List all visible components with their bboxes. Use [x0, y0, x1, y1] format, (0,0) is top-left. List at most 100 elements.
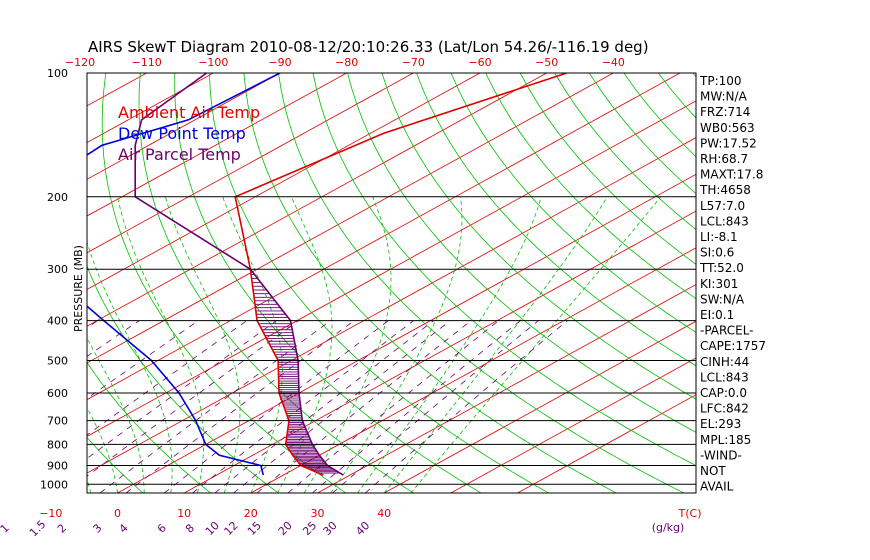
mixing-ratio-tick-label: 8	[183, 521, 197, 535]
mixing-ratio-tick-label: 4	[117, 521, 131, 535]
pressure-tick-label: 400	[47, 315, 68, 328]
bottom-temp-tick-label: −10	[39, 507, 62, 520]
index-label: EL:293	[700, 417, 741, 431]
top-temp-tick-label: −80	[335, 56, 358, 69]
dry-adiabat-line	[519, 73, 696, 265]
top-temp-tick-label: −120	[65, 56, 95, 69]
mixing-ratio-tick-label: 15	[245, 519, 264, 538]
mixing-ratio-line	[365, 320, 568, 493]
dry-adiabat-line	[312, 73, 696, 467]
index-label: AVAIL	[700, 480, 734, 494]
pressure-tick-label: 100	[47, 67, 68, 80]
mixing-ratio-tick-label: 3	[90, 521, 104, 535]
index-label: SW:N/A	[700, 292, 745, 306]
isotherm-line	[117, 173, 696, 493]
cape-hatching	[250, 269, 340, 474]
isotherm-line	[0, 73, 80, 493]
top-temp-tick-label: −40	[602, 56, 625, 69]
mixing-ratio-tick-label: 12	[222, 519, 241, 538]
index-label: MAXT:17.8	[700, 168, 763, 182]
pressure-tick-label: 500	[47, 355, 68, 368]
isotherm-line	[0, 73, 13, 493]
isobars	[87, 196, 696, 485]
moist-adiabat-line	[383, 196, 608, 493]
mixing-ratio-tick-label: 20	[276, 519, 295, 538]
dry-adiabat-line	[657, 73, 696, 119]
legend-entry: Dew Point Temp	[118, 124, 246, 143]
index-label: NOT	[700, 464, 726, 478]
mixing-ratio-tick-label: 30	[321, 519, 340, 538]
legend: Ambient Air Temp Dew Point Temp Air Parcel…	[118, 103, 260, 164]
index-label: CINH:44	[700, 355, 749, 369]
top-temp-tick-label: −50	[535, 56, 558, 69]
mixing-ratio-line	[214, 320, 434, 493]
index-label: KI:301	[700, 277, 738, 291]
dry-adiabat-line	[485, 73, 696, 300]
mixing-ratio-line	[87, 320, 248, 436]
moist-adiabat-line	[277, 196, 333, 493]
moist-adiabat-line	[117, 196, 205, 493]
isotherm-line	[250, 247, 696, 493]
dry-adiabat-line	[347, 73, 696, 433]
isotherm-line	[87, 73, 281, 180]
pressure-tick-label: 600	[47, 387, 68, 400]
top-temp-tick-label: −100	[198, 56, 228, 69]
index-label: MW:N/A	[700, 90, 748, 104]
dry-adiabat-line	[416, 73, 696, 367]
moist-adiabat-line	[87, 240, 173, 493]
dry-adiabat-line	[762, 73, 870, 493]
legend-entry: Air Parcel Temp	[118, 145, 241, 164]
mixing-ratio-line	[125, 320, 355, 493]
dry-adiabat-line	[87, 264, 279, 493]
mixing-ratio-tick-label: 1	[0, 521, 12, 535]
moist-adiabat-line	[357, 196, 542, 493]
top-temp-tick-label: −110	[131, 56, 161, 69]
mixing-ratio-line	[312, 320, 521, 493]
index-label: CAP:0.0	[700, 386, 747, 400]
temperature-profile	[234, 73, 567, 476]
top-temp-tick-label: −70	[402, 56, 425, 69]
pressure-tick-label: 800	[47, 438, 68, 451]
index-label: -WIND-	[700, 448, 742, 462]
index-label: L57:7.0	[700, 199, 745, 213]
plot-frame	[86, 72, 697, 494]
moist-adiabat-line	[410, 196, 662, 493]
moist-adiabat-line	[87, 478, 92, 493]
mixing-ratio-tick-label: 2	[55, 521, 69, 535]
pressure-tick-label: 200	[47, 191, 68, 204]
moist-adiabat-line	[0, 197, 11, 493]
index-label: WB0:563	[700, 121, 755, 135]
isotherm-line	[87, 73, 614, 364]
isotherm-line	[87, 73, 347, 217]
moist-adiabat-line	[165, 196, 241, 493]
index-label: SI:0.6	[700, 246, 734, 260]
dry-adiabat-line	[450, 73, 696, 333]
mixing-ratio-line	[87, 320, 199, 400]
moist-adiabat-line	[0, 197, 38, 493]
dry-adiabat-line	[87, 361, 211, 493]
index-label: -PARCEL-	[700, 324, 754, 338]
dry-adiabat-line	[174, 73, 482, 493]
y-axis-label: PRESSURE (MB)	[72, 245, 85, 332]
mixing-ratio-tick-label: 25	[300, 519, 319, 538]
index-label: LCL:843	[700, 214, 749, 228]
isotherm-line	[517, 394, 696, 493]
moist-adiabat-line	[303, 196, 392, 493]
isotherm-line	[87, 73, 681, 401]
index-label: TP:100	[699, 74, 742, 88]
index-label: EI:0.1	[700, 308, 734, 322]
mixing-ratio-unit-label: (g/kg)	[652, 521, 685, 534]
mixing-ratio-line	[87, 320, 277, 459]
index-label: FRZ:714	[700, 105, 750, 119]
pressure-tick-label: 300	[47, 263, 68, 276]
isotherm-line	[87, 73, 414, 254]
bottom-temp-tick-label: 30	[311, 507, 325, 520]
dry-adiabat-line	[278, 73, 685, 493]
index-label: RH:68.7	[700, 152, 748, 166]
dry-adiabat-line	[243, 73, 617, 493]
isotherm-line	[87, 73, 547, 327]
mixing-ratio-line	[332, 320, 539, 493]
index-label: PW:17.52	[700, 136, 757, 150]
